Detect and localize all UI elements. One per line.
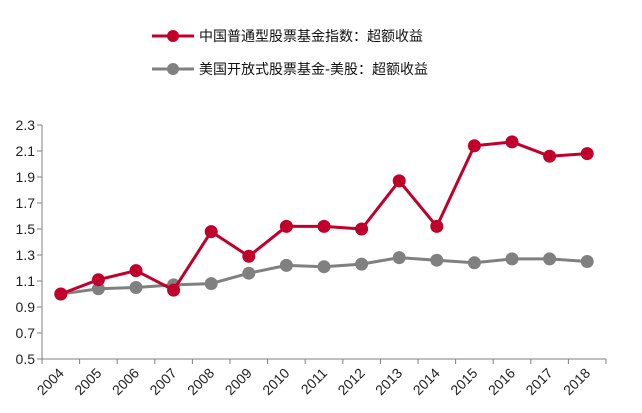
data-point (91, 282, 105, 296)
y-tick-label: 2.3 (16, 117, 36, 133)
series-1 (54, 251, 594, 301)
data-point (467, 256, 481, 270)
x-tick-label: 2011 (298, 365, 331, 398)
data-point (467, 139, 481, 153)
y-tick-label: 0.5 (16, 351, 36, 367)
x-tick-label: 2016 (485, 365, 518, 398)
data-point (317, 219, 331, 233)
data-point (392, 251, 406, 265)
data-point (279, 219, 293, 233)
x-tick-label: 2012 (334, 365, 367, 398)
y-axis: 0.5 0.7 0.9 1.1 1.3 1.5 1.7 1.9 2.1 2.3 (16, 117, 43, 367)
data-point (355, 222, 369, 236)
series-0 (54, 135, 594, 301)
data-point (129, 281, 143, 294)
data-point (129, 264, 143, 278)
data-point (543, 252, 557, 266)
x-tick-label: 2004 (34, 365, 67, 398)
x-tick-label: 2006 (109, 365, 142, 398)
x-tick-label: 2010 (259, 365, 292, 398)
legend-marker-us (167, 63, 179, 75)
x-tick-label: 2009 (222, 365, 255, 398)
y-tick-label: 1.3 (16, 247, 36, 263)
legend-marker-china (167, 30, 179, 42)
y-tick-label: 1.1 (16, 273, 36, 289)
data-point (392, 174, 406, 188)
x-tick-label: 2018 (560, 365, 593, 398)
x-tick-label: 2008 (184, 365, 217, 398)
data-point (505, 252, 519, 266)
data-point (543, 149, 557, 163)
data-point (242, 249, 256, 263)
data-point (505, 135, 519, 149)
data-point (204, 277, 218, 291)
data-point (580, 255, 594, 268)
legend-item-china: 中国普通型股票基金指数：超额收益 (152, 28, 423, 45)
data-point (430, 219, 444, 233)
legend-label-china: 中国普通型股票基金指数：超额收益 (199, 28, 423, 45)
data-point (91, 273, 105, 287)
x-tick-label: 2013 (372, 365, 405, 398)
data-point (167, 283, 181, 297)
data-point (317, 260, 331, 274)
data-point (242, 266, 256, 280)
data-point (204, 225, 218, 239)
data-point (279, 258, 293, 272)
x-tick-label: 2007 (146, 365, 179, 398)
series-layer (54, 135, 594, 301)
y-tick-label: 0.7 (16, 325, 36, 341)
y-tick-label: 2.1 (16, 143, 36, 159)
x-tick-label: 2017 (522, 365, 555, 398)
y-tick-label: 0.9 (16, 299, 36, 315)
legend: 中国普通型股票基金指数：超额收益 美国开放式股票基金-美股：超额收益 (152, 28, 428, 78)
data-point (430, 253, 444, 267)
x-tick-label: 2015 (447, 365, 480, 398)
data-point (580, 147, 594, 161)
legend-item-us: 美国开放式股票基金-美股：超额收益 (152, 61, 428, 78)
legend-label-us: 美国开放式股票基金-美股：超额收益 (199, 61, 428, 78)
y-tick-label: 1.9 (16, 169, 36, 185)
data-point (54, 287, 68, 301)
y-tick-label: 1.7 (16, 195, 36, 211)
x-axis: 2004 2005 2006 2007 2008 2009 2010 2011 2012 2013… (34, 358, 607, 398)
x-tick-label: 2005 (71, 365, 104, 398)
data-point (355, 257, 369, 271)
y-tick-label: 1.5 (16, 221, 36, 237)
x-tick-label: 2014 (410, 365, 443, 398)
